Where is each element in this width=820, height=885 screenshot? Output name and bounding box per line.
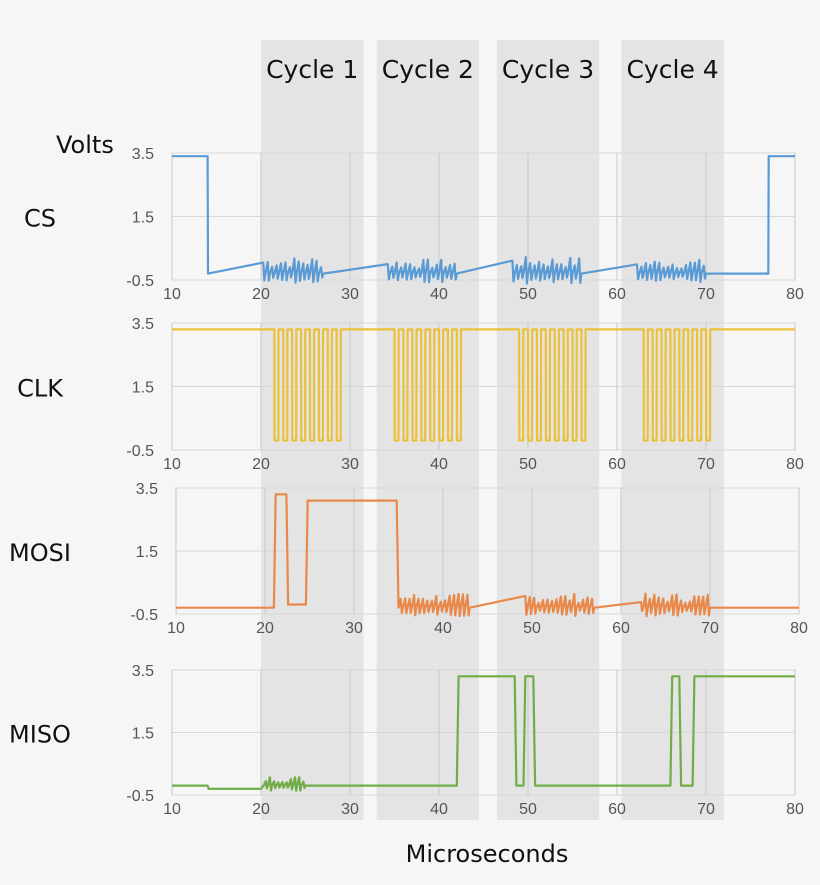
y-tick-label: 3.5 [132,316,154,333]
x-tick-label: 80 [786,456,804,473]
cycle-label-1: Cycle 1 [266,55,358,84]
y-tick-label: 3.5 [136,481,158,498]
y-tick-label: -0.5 [126,788,154,805]
series-line-clk [172,328,795,442]
x-tick-label: 10 [163,456,181,473]
x-tick-label: 40 [434,620,452,637]
x-tick-label: 30 [341,286,359,303]
panel-clk: 3.5 1.5 -0.5 10 20 30 40 50 60 70 80 CLK [17,316,804,473]
x-tick-label: 40 [430,801,448,818]
x-tick-label: 10 [163,286,181,303]
x-tick-label: 50 [523,620,541,637]
x-tick-label: 80 [786,801,804,818]
y-axis-label: Volts [56,131,114,159]
x-tick-label: 20 [256,620,274,637]
y-tick-label: 3.5 [132,146,154,163]
y-tick-label: 3.5 [132,663,154,680]
x-tick-label: 10 [163,801,181,818]
cycle-label-2: Cycle 2 [382,55,474,84]
signal-name-clk: CLK [17,375,64,403]
x-tick-label: 20 [252,286,270,303]
cycle-band-1 [261,40,364,820]
x-tick-label: 50 [519,456,537,473]
x-tick-label: 20 [252,456,270,473]
y-tick-label: 1.5 [132,726,154,743]
signal-name-miso: MISO [9,721,71,749]
x-tick-label: 60 [608,801,626,818]
y-tick-label: 1.5 [132,210,154,227]
cycle-label-3: Cycle 3 [502,55,594,84]
x-tick-label: 50 [519,801,537,818]
series-line-miso [172,675,795,792]
cycle-label-4: Cycle 4 [627,55,719,84]
x-tick-label: 40 [430,456,448,473]
x-tick-label: 20 [252,801,270,818]
x-tick-label: 70 [697,286,715,303]
cycle-band-2 [376,40,480,820]
y-tick-label: 1.5 [132,380,154,397]
panel-mosi: 3.5 1.5 -0.5 10 20 30 40 50 60 70 80 MOSI [9,481,808,637]
x-tick-label: 30 [341,801,359,818]
x-tick-label: 30 [345,620,363,637]
x-tick-label: 60 [612,620,630,637]
y-tick-label: 1.5 [136,544,158,561]
x-tick-label: 30 [341,456,359,473]
y-tick-label: -0.5 [126,273,154,290]
x-tick-label: 60 [608,286,626,303]
x-axis-label: Microseconds [406,840,569,868]
x-tick-label: 50 [519,286,537,303]
x-tick-label: 40 [430,286,448,303]
x-tick-label: 70 [701,620,719,637]
cycle-band-3 [496,40,600,820]
x-tick-label: 60 [608,456,626,473]
signal-name-cs: CS [24,205,56,233]
x-tick-label: 80 [786,286,804,303]
signal-name-mosi: MOSI [9,539,71,567]
signal-panels: 3.5 1.5 -0.5 10 20 30 40 50 60 70 80 CS 3.5 1.5 -0.5 10… [9,146,808,818]
panel-cs: 3.5 1.5 -0.5 10 20 30 40 50 60 70 80 CS [24,146,804,303]
x-tick-label: 70 [697,801,715,818]
x-tick-label: 80 [790,620,808,637]
y-tick-label: -0.5 [126,443,154,460]
y-tick-label: -0.5 [130,607,158,624]
panel-miso: 3.5 1.5 -0.5 10 20 30 40 50 60 70 80 MISO [9,663,804,818]
x-tick-label: 10 [167,620,185,637]
series-line-cs [172,155,795,285]
x-tick-label: 70 [697,456,715,473]
series-line-mosi [176,493,799,618]
cycle-bands: Cycle 1 Cycle 2 Cycle 3 Cycle 4 [261,40,724,820]
